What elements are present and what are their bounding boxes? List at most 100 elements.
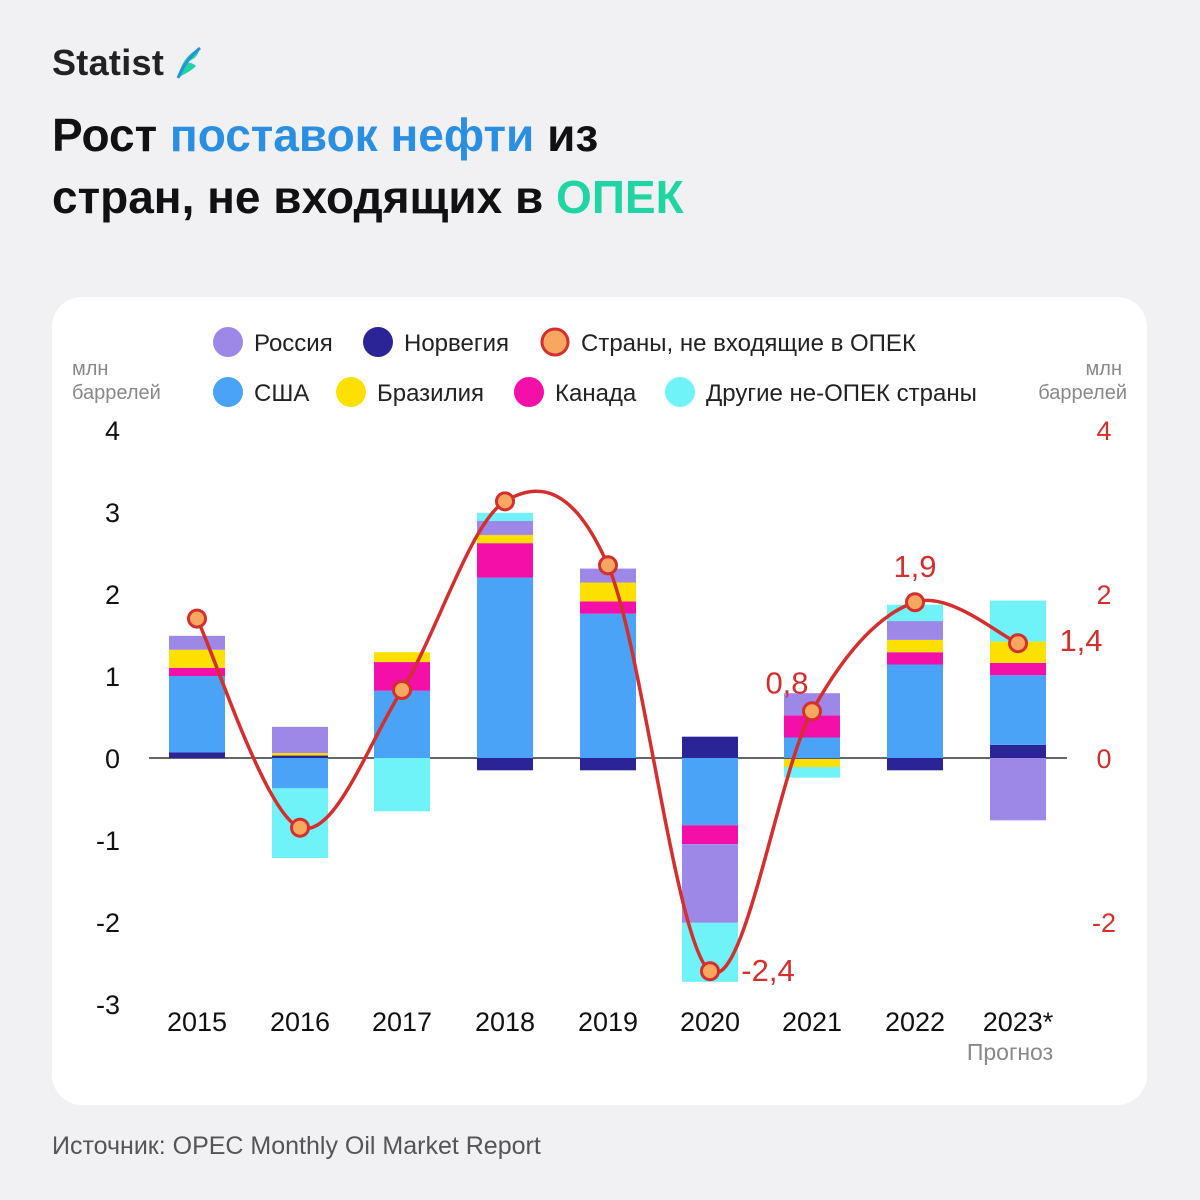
bar-segment-russia-2020 [682,844,738,923]
bar-segment-norway-2020 [682,736,738,758]
left-tick-label: -1 [96,826,120,856]
x-tick-label: 2016 [270,1007,330,1037]
bar-segment-norway-2022 [887,758,943,771]
title-part1: Рост [52,109,170,161]
bar-segment-usa-2023* [990,675,1046,745]
right-tick-label: 2 [1096,580,1111,610]
bar-segment-usa-2020 [682,758,738,826]
bar-segment-russia-2018 [477,521,533,535]
chart-card: Россия Норвегия Страны, не входящие в ОПЕК… [52,297,1147,1105]
bar-segment-canada-2019 [580,601,636,614]
x-tick-label: 2022 [885,1007,945,1037]
bar-segment-brazil-2018 [477,534,533,544]
total-marker-2018 [495,491,515,512]
total-marker-2020 [700,961,720,982]
bar-segment-canada-2023* [990,662,1046,676]
bar-segment-usa-2021 [784,737,840,758]
right-tick-label: 0 [1096,744,1111,774]
legend-swatch-canada [514,377,544,407]
legend-label-usa: США [254,380,309,407]
bar-segment-brazil-2016 [272,753,328,756]
bar-segment-brazil-2022 [887,639,943,653]
annotation-2023*: 1,4 [1059,623,1102,658]
legend-label-other: Другие не-ОПЕК страны [706,380,977,407]
total-line-path [195,489,1019,975]
left-axis-unit-line1: млн [72,358,108,380]
bar-segment-norway-2018 [477,758,533,771]
leaf-logo-icon [176,46,202,79]
bar-segment-usa-2016 [272,758,328,789]
bar-segment-usa-2015 [169,676,225,753]
page-title: Рост поставок нефти из стран, не входящи… [52,104,684,228]
total-marker-2023* [1008,633,1028,654]
bar-segment-russia-2015 [169,635,225,650]
annotations: -2,4 0,8 1,9 1,4 [741,549,1102,988]
bar-segment-russia-2022 [887,621,943,640]
axes: млнбаррелеймлнбаррелей43210-1-2-3420-220… [72,358,1127,1065]
right-axis-unit-line2: баррелей [1038,382,1127,404]
title-part3: стран, не входящих в [52,171,557,223]
left-axis-unit-line2: баррелей [72,382,161,404]
legend-label-russia: Россия [254,330,333,357]
bar-segment-norway-2023* [990,744,1046,758]
brand: Statist [52,42,202,84]
title-highlight-opec: ОПЕК [556,171,684,223]
legend-marker-total [540,327,570,357]
bars [169,512,1046,982]
bar-segment-other-2021 [784,767,840,778]
x-tick-label: 2020 [680,1007,740,1037]
total-marker-2017 [392,679,412,700]
legend-label-brazil: Бразилия [377,380,484,407]
source-note: Источник: OPEC Monthly Oil Market Report [52,1132,541,1160]
x-tick-label: 2018 [475,1007,535,1037]
total-marker-2021 [802,701,822,722]
legend-swatch-usa [213,377,243,407]
bar-segment-canada-2022 [887,652,943,665]
bar-segment-canada-2021 [784,715,840,738]
bar-segment-norway-2019 [580,758,636,771]
brand-name: Statist [52,42,165,83]
bar-segment-brazil-2017 [374,652,430,663]
forecast-note: Прогноз [967,1039,1053,1065]
bar-segment-usa-2018 [477,577,533,758]
legend: Россия Норвегия Страны, не входящие в ОПЕК… [213,327,977,407]
bar-segment-norway-2021 [784,758,840,759]
bar-segment-norway-2015 [169,752,225,758]
total-marker-2022 [905,592,925,613]
legend-swatch-other [665,377,695,407]
bar-segment-russia-2023* [990,758,1046,821]
left-tick-label: 1 [105,662,120,692]
x-tick-label: 2021 [782,1007,842,1037]
x-tick-label: 2017 [372,1007,432,1037]
legend-label-line: Страны, не входящие в ОПЕК [581,330,916,357]
bar-segment-russia-2019 [580,568,636,583]
annotation-2021: 0,8 [765,665,808,700]
legend-label-canada: Канада [555,380,637,407]
legend-swatch-russia [213,327,243,357]
x-tick-label: 2023* [983,1007,1054,1037]
bar-segment-canada-2018 [477,543,533,578]
total-line [187,489,1028,982]
bar-segment-canada-2015 [169,667,225,676]
total-marker-2019 [598,555,618,576]
bar-segment-canada-2020 [682,825,738,845]
total-marker-2015 [187,608,207,629]
bar-segment-usa-2022 [887,664,943,758]
bar-segment-usa-2019 [580,613,636,758]
x-tick-label: 2019 [578,1007,638,1037]
left-tick-label: 3 [105,498,120,528]
right-axis-unit-line1: млн [1086,358,1122,380]
right-tick-label: -2 [1092,908,1116,938]
legend-label-norway: Норвегия [404,330,509,357]
legend-swatch-norway [363,327,393,357]
title-highlight-supply: поставок нефти [169,109,535,161]
left-tick-label: 4 [105,416,120,446]
left-tick-label: 0 [105,744,120,774]
bar-segment-other-2017 [374,758,430,812]
annotation-2022: 1,9 [893,549,936,584]
x-tick-label: 2015 [167,1007,227,1037]
annotation-2020: -2,4 [741,953,794,988]
left-tick-label: -2 [96,908,120,938]
bar-segment-russia-2016 [272,726,328,754]
left-tick-label: -3 [96,990,120,1020]
